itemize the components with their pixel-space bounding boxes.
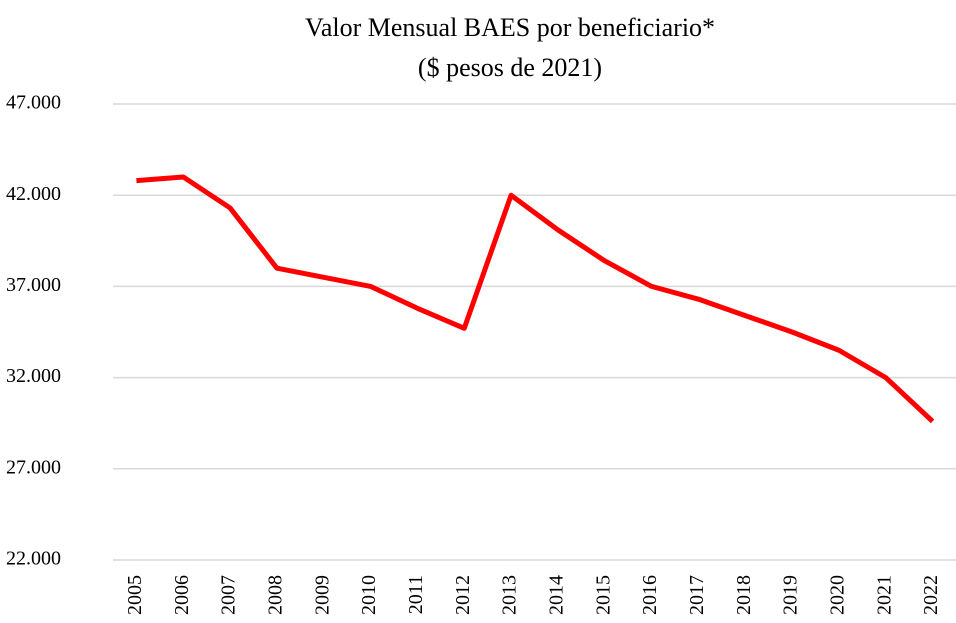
x-tick-label: 2007: [218, 575, 240, 615]
x-tick-label: 2017: [686, 575, 708, 615]
x-tick-label: 2021: [873, 575, 895, 615]
chart-subtitle: ($ pesos de 2021): [418, 53, 602, 82]
x-tick-label: 2011: [405, 575, 427, 614]
x-tick-label: 2019: [780, 575, 802, 615]
y-tick-label: 27.000: [6, 456, 61, 478]
x-tick-label: 2018: [733, 575, 755, 615]
y-tick-label: 47.000: [6, 92, 61, 114]
x-tick-label: 2006: [171, 575, 193, 615]
line-series: [136, 174, 935, 424]
y-tick-label: 37.000: [6, 274, 61, 296]
y-tick-label: 42.000: [6, 183, 61, 205]
x-tick-label: 2020: [827, 575, 849, 615]
x-tick-label: 2014: [546, 575, 568, 615]
x-tick-label: 2009: [311, 575, 333, 615]
x-tick-label: 2013: [499, 575, 521, 615]
x-tick-label: 2008: [265, 575, 287, 615]
x-tick-label: 2016: [639, 575, 661, 615]
x-tick-label: 2012: [452, 575, 474, 615]
x-tick-label: 2015: [592, 575, 614, 615]
x-tick-label: 2005: [124, 575, 146, 615]
x-tick-label: 2010: [358, 575, 380, 615]
chart-title: Valor Mensual BAES por beneficiario*: [305, 13, 715, 42]
y-tick-label: 32.000: [6, 365, 61, 387]
y-tick-label: 22.000: [6, 548, 61, 570]
x-tick-label: 2022: [920, 575, 942, 615]
